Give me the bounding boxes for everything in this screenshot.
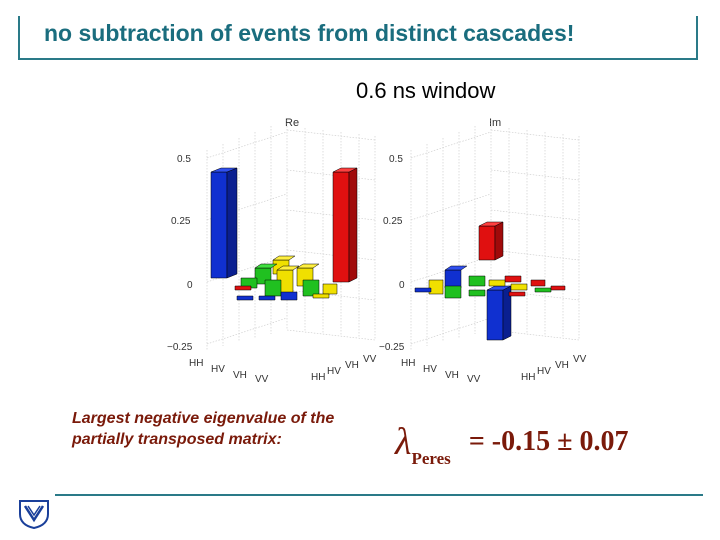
im-axis-title: Im <box>489 117 501 129</box>
im-bar-blue-negative <box>486 285 512 341</box>
title-frame-right <box>696 16 698 60</box>
title-frame-bottom <box>18 58 698 60</box>
re-row-label-0: HH <box>189 358 203 369</box>
im-row-label-1: HV <box>423 364 437 375</box>
im-col-label-1: HV <box>537 366 551 377</box>
re-ytick-1: 0.25 <box>171 216 191 227</box>
peres-formula: λPeres = -0.15 ± 0.07 <box>395 420 629 468</box>
density-matrix-plots: Re 0.5 0.25 0 −0.25 <box>167 117 587 385</box>
re-ytick-3: −0.25 <box>167 342 193 353</box>
im-ytick-1: 0.25 <box>383 216 403 227</box>
university-logo-icon <box>19 500 49 530</box>
re-col-label-3: VV <box>363 354 377 365</box>
im-row-label-2: VH <box>445 370 459 381</box>
re-row-label-2: VH <box>233 370 247 381</box>
im-bar-red <box>478 221 504 261</box>
im-col-label-0: HH <box>521 372 535 383</box>
im-ytick-2: 0 <box>399 280 405 291</box>
title-frame-left <box>18 16 20 60</box>
im-small-bars <box>414 265 566 299</box>
re-bar-vv-vv <box>332 167 358 283</box>
formula-subscript: Peres <box>411 449 451 468</box>
footer-divider <box>55 494 703 496</box>
im-row-label-3: VV <box>467 374 481 385</box>
re-bar-hh-hh <box>210 167 238 279</box>
im-ytick-3: −0.25 <box>379 342 405 353</box>
re-small-bars <box>234 255 338 301</box>
re-ytick-2: 0 <box>187 280 193 291</box>
re-panel: Re 0.5 0.25 0 −0.25 <box>167 117 377 385</box>
re-ytick-0: 0.5 <box>177 154 191 165</box>
re-col-label-1: HV <box>327 366 341 377</box>
im-ytick-0: 0.5 <box>389 154 403 165</box>
im-col-label-2: VH <box>555 360 569 371</box>
im-col-label-3: VV <box>573 354 587 365</box>
re-axis-title: Re <box>285 117 299 129</box>
slide-title: no subtraction of events from distinct c… <box>44 20 575 46</box>
im-row-label-0: HH <box>401 358 415 369</box>
re-row-label-1: HV <box>211 364 225 375</box>
re-col-label-0: HH <box>311 372 325 383</box>
window-subtitle: 0.6 ns window <box>356 78 496 103</box>
eigenvalue-caption: Largest negative eigenvalue of the parti… <box>72 410 335 448</box>
re-col-label-2: VH <box>345 360 359 371</box>
re-row-label-3: VV <box>255 374 269 385</box>
formula-value: = -0.15 ± 0.07 <box>468 426 629 457</box>
lambda-symbol: λ <box>395 421 412 463</box>
im-panel: Im 0.5 0.25 0 −0.25 <box>379 117 587 385</box>
